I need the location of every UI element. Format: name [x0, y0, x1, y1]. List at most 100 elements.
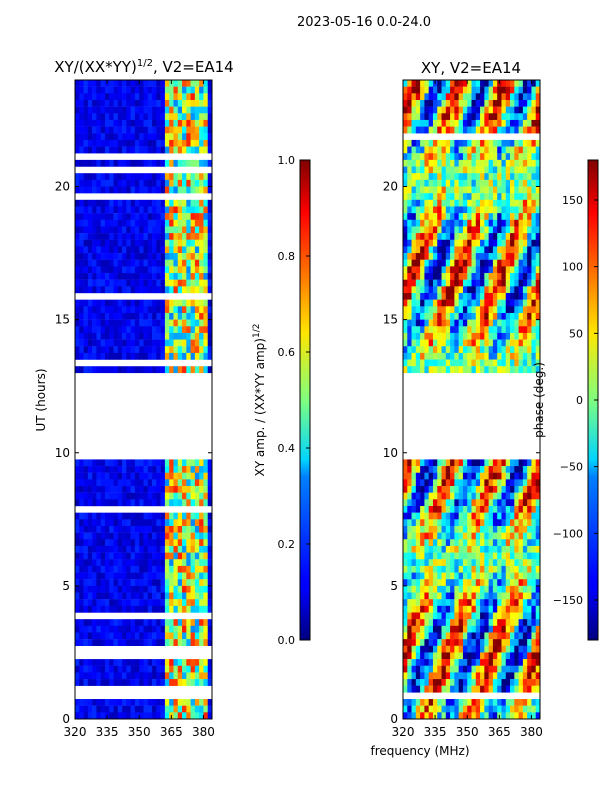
heatmap-cell — [134, 286, 140, 294]
heatmap-cell — [522, 239, 528, 247]
heatmap-cell — [134, 312, 140, 320]
heatmap-cell — [407, 585, 412, 593]
heatmap-cell — [173, 539, 179, 547]
heatmap-cell — [505, 266, 511, 274]
heatmap-cell — [527, 113, 532, 121]
heatmap-cell — [186, 106, 191, 114]
heatmap-cell — [445, 499, 451, 507]
heatmap-cell — [437, 199, 442, 207]
heatmap-cell — [92, 472, 97, 480]
heatmap-cell — [480, 153, 485, 161]
heatmap-cell — [527, 319, 532, 327]
heatmap-cell — [441, 565, 447, 573]
heatmap-cell — [100, 299, 106, 307]
heatmap-cell — [437, 459, 442, 467]
heatmap-cell — [488, 705, 494, 713]
heatmap-cell — [164, 552, 170, 560]
heatmap-cell — [75, 279, 80, 287]
heatmap-cell — [203, 299, 209, 307]
heatmap-cell — [501, 226, 507, 234]
heatmap-cell — [510, 619, 515, 627]
heatmap-cell — [186, 705, 191, 713]
heatmap-cell — [169, 299, 174, 307]
heatmap-cell — [134, 519, 140, 527]
heatmap-cell — [411, 306, 417, 314]
heatmap-cell — [122, 332, 127, 340]
heatmap-cell — [96, 466, 101, 473]
heatmap-cell — [186, 226, 191, 234]
heatmap-cell — [186, 326, 191, 334]
heatmap-cell — [122, 266, 127, 274]
heatmap-cell — [411, 266, 417, 274]
heatmap-cell — [126, 592, 131, 600]
heatmap-cell — [79, 186, 84, 194]
heatmap-cell — [437, 565, 442, 573]
heatmap-cell — [147, 619, 153, 627]
heatmap-cell — [169, 133, 174, 141]
heatmap-cell — [75, 159, 80, 167]
heatmap-cell — [531, 186, 537, 194]
heatmap-cell — [480, 199, 485, 207]
heatmap-cell — [471, 253, 477, 260]
heatmap-cell — [480, 259, 485, 267]
heatmap-cell — [510, 352, 515, 360]
heatmap-cell — [122, 519, 127, 527]
heatmap-cell — [92, 273, 97, 280]
heatmap-cell — [143, 519, 149, 527]
heatmap-cell — [186, 80, 191, 87]
heatmap-cell — [518, 585, 524, 593]
heatmap-cell — [87, 299, 93, 307]
heatmap-cell — [484, 306, 489, 314]
heatmap-cell — [428, 293, 434, 300]
heatmap-cell — [186, 592, 191, 600]
heatmap-cell — [450, 685, 455, 693]
heatmap-cell — [471, 545, 477, 553]
heatmap-cell — [497, 259, 502, 267]
heatmap-cell — [156, 186, 161, 194]
heatmap-cell — [514, 299, 519, 307]
heatmap-cell — [501, 459, 507, 467]
heatmap-cell — [411, 146, 417, 154]
heatmap-cell — [480, 545, 485, 553]
heatmap-cell — [169, 672, 174, 680]
heatmap-cell — [415, 86, 421, 94]
heatmap-cell — [177, 632, 183, 640]
heatmap-cell — [454, 193, 459, 201]
heatmap-cell — [462, 532, 468, 540]
heatmap-cell — [514, 459, 519, 467]
heatmap-cell — [117, 299, 123, 307]
heatmap-cell — [531, 545, 537, 553]
heatmap-cell — [420, 259, 425, 267]
heatmap-cell — [160, 679, 166, 686]
heatmap-cell — [458, 279, 464, 287]
heatmap-cell — [462, 299, 468, 307]
heatmap-cell — [522, 293, 528, 300]
heatmap-cell — [501, 213, 507, 220]
heatmap-cell — [535, 233, 541, 240]
heatmap-cell — [522, 346, 528, 354]
heatmap-cell — [75, 712, 80, 720]
heatmap-cell — [199, 339, 204, 347]
heatmap-cell — [147, 665, 153, 673]
heatmap-cell — [505, 632, 511, 640]
heatmap-cell — [518, 113, 524, 121]
heatmap-cell — [484, 233, 489, 240]
heatmap-cell — [420, 306, 425, 314]
heatmap-cell — [164, 499, 170, 507]
heatmap-cell — [428, 253, 434, 260]
heatmap-cell — [403, 293, 408, 300]
heatmap-cell — [480, 113, 485, 121]
heatmap-cell — [514, 359, 519, 367]
heatmap-cell — [407, 86, 412, 94]
heatmap-cell — [514, 705, 519, 713]
heatmap-cell — [480, 299, 485, 307]
y-tick-label: 15 — [383, 313, 398, 327]
heatmap-cell — [403, 532, 408, 540]
heatmap-cell — [484, 605, 489, 613]
heatmap-cell — [480, 565, 485, 573]
heatmap-cell — [527, 506, 532, 513]
heatmap-cell — [207, 366, 213, 374]
heatmap-cell — [75, 492, 80, 500]
heatmap-cell — [432, 306, 438, 314]
heatmap-cell — [415, 179, 421, 187]
